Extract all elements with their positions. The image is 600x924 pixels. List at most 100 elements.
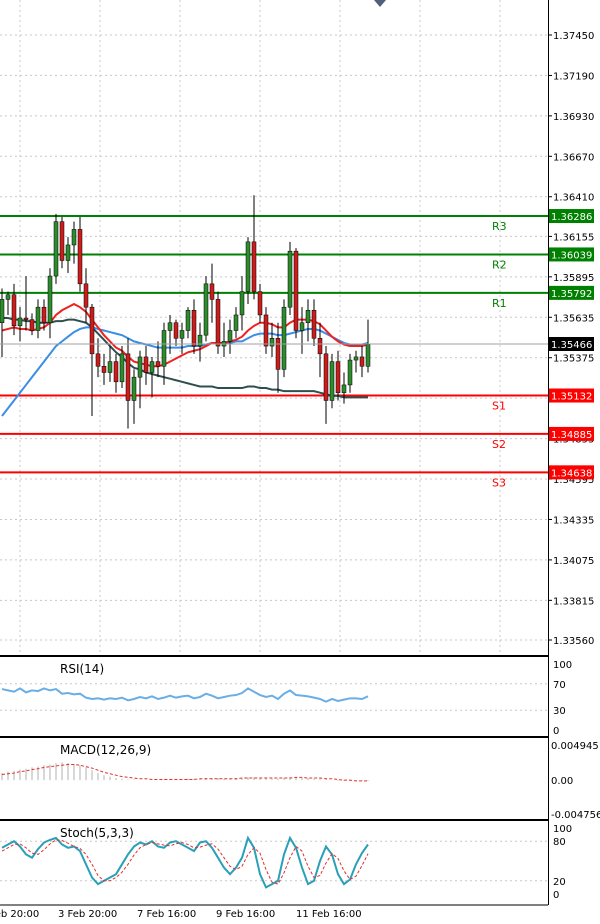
macd-label: MACD(12,26,9) — [60, 743, 151, 757]
candle-bull — [0, 299, 5, 323]
time-tick-label: 9 Feb 16:00 — [216, 909, 275, 920]
pane-borders — [0, 0, 549, 906]
time-tick-label: 11 Feb 16:00 — [296, 909, 362, 920]
price-axis[interactable]: 1.37450 1.37190 1.36930 1.36670 1.36410 1.361… — [548, 31, 594, 647]
ma-mid-line — [1, 326, 369, 417]
candle-bull — [197, 334, 203, 347]
candle-bear — [263, 314, 269, 347]
candle-bull — [245, 241, 251, 292]
price-tick-label: 1.36410 — [553, 193, 594, 204]
pivot-name-r2: R2 — [492, 258, 507, 271]
time-tick-label: 7 Feb 16:00 — [137, 909, 196, 920]
rsi-tick-label: 30 — [553, 706, 566, 717]
candle-bull — [269, 338, 275, 347]
main-grid — [0, 0, 548, 656]
current-price: 1.35466 — [0, 337, 594, 351]
macd-tick-label: 0.00 — [551, 776, 573, 787]
candle-bull — [107, 361, 113, 373]
pivot-tag-s2 — [548, 426, 594, 441]
macd-tick-label: 0.004945 — [551, 741, 599, 752]
candle-bear — [23, 317, 29, 320]
macd-tick-label: -0.004756 — [551, 810, 600, 821]
pivot-tag-s3 — [548, 465, 594, 480]
pivot-tag-r2 — [548, 247, 594, 262]
candle-bull — [5, 294, 11, 300]
candle-bear — [11, 294, 17, 327]
candle-bull — [305, 310, 311, 323]
candle-bull — [227, 330, 233, 342]
candle-bull — [329, 361, 335, 401]
candle-bull — [35, 306, 41, 331]
pivot-value-r3: 1.36286 — [551, 212, 592, 223]
price-tick-label: 1.36670 — [553, 152, 594, 163]
candle-bear — [101, 366, 107, 373]
candle-bull — [203, 283, 209, 336]
candlesticks — [0, 195, 371, 429]
candle-bull — [341, 384, 347, 393]
candle-bull — [179, 330, 185, 339]
candle-bear — [143, 356, 149, 373]
time-tick-label: 3 Feb 20:00 — [58, 909, 117, 920]
candle-bear — [293, 250, 299, 331]
pivot-name-s1: S1 — [492, 400, 506, 413]
price-tick-label: 1.33560 — [553, 636, 594, 647]
rsi-tick-label: 0 — [553, 726, 559, 737]
candle-bull — [353, 356, 359, 361]
pivot-name-r3: R3 — [492, 220, 507, 233]
candle-bear — [257, 291, 263, 316]
scroll-marker-icon[interactable] — [374, 0, 386, 7]
candle-bear — [275, 338, 281, 370]
candle-bull — [281, 306, 287, 370]
pivot-value-r1: 1.35792 — [551, 289, 592, 300]
level-price-tags: 1.36286 1.36039 1.35792 1.35132 1.34885 1.346… — [548, 209, 594, 480]
macd-signal-line — [1, 764, 368, 782]
stoch-tick-label: 20 — [553, 877, 566, 888]
stoch-signal-line — [1, 839, 369, 885]
price-tick-label: 1.34595 — [553, 475, 594, 486]
price-tick-label: 1.35635 — [553, 313, 594, 324]
price-tick-label: 1.35895 — [553, 273, 594, 284]
current-price-tag — [548, 337, 594, 351]
stoch-tick-label: 80 — [553, 837, 566, 848]
pivot-value-s2: 1.34885 — [551, 430, 592, 441]
candle-bull — [185, 310, 191, 331]
candle-bull — [119, 353, 125, 383]
candle-bear — [173, 322, 179, 339]
price-tick-label: 1.37190 — [553, 71, 594, 82]
candle-bear — [251, 241, 257, 292]
price-tick-label: 1.34335 — [553, 515, 594, 526]
pivot-value-s3: 1.34638 — [551, 468, 592, 479]
candle-bull — [347, 359, 353, 386]
candle-bull — [137, 356, 143, 378]
candle-bear — [77, 229, 83, 285]
candle-bear — [155, 361, 161, 367]
candle-bull — [233, 314, 239, 331]
stoch-pane: 100 80 20 0 — [0, 824, 572, 901]
pivot-value-s1: 1.35132 — [551, 392, 592, 403]
stoch-tick-label: 0 — [553, 890, 559, 901]
price-tick-label: 1.33815 — [553, 596, 594, 607]
candle-bear — [317, 338, 323, 355]
candle-bull — [71, 229, 77, 246]
rsi-label: RSI(14) — [60, 662, 104, 676]
pivot-tag-r3 — [548, 209, 594, 224]
candle-bull — [299, 322, 305, 331]
price-tick-label: 1.34075 — [553, 556, 594, 567]
candle-bear — [323, 353, 329, 401]
price-tick-label: 1.35375 — [553, 354, 594, 365]
candle-bull — [65, 244, 71, 261]
rsi-tick-label: 100 — [553, 660, 572, 671]
pivot-name-r1: R1 — [492, 297, 507, 310]
pivot-tag-r1 — [548, 285, 594, 300]
candle-bear — [191, 310, 197, 347]
candle-bull — [365, 344, 371, 367]
candle-bear — [41, 306, 47, 323]
rsi-tick-label: 70 — [553, 680, 566, 691]
candle-bull — [161, 330, 167, 367]
candle-bull — [47, 275, 53, 323]
candle-bear — [113, 361, 119, 383]
candle-bull — [53, 221, 59, 277]
rsi-line — [1, 687, 369, 703]
candle-bear — [311, 310, 317, 339]
price-tick-label: 1.36155 — [553, 232, 594, 243]
